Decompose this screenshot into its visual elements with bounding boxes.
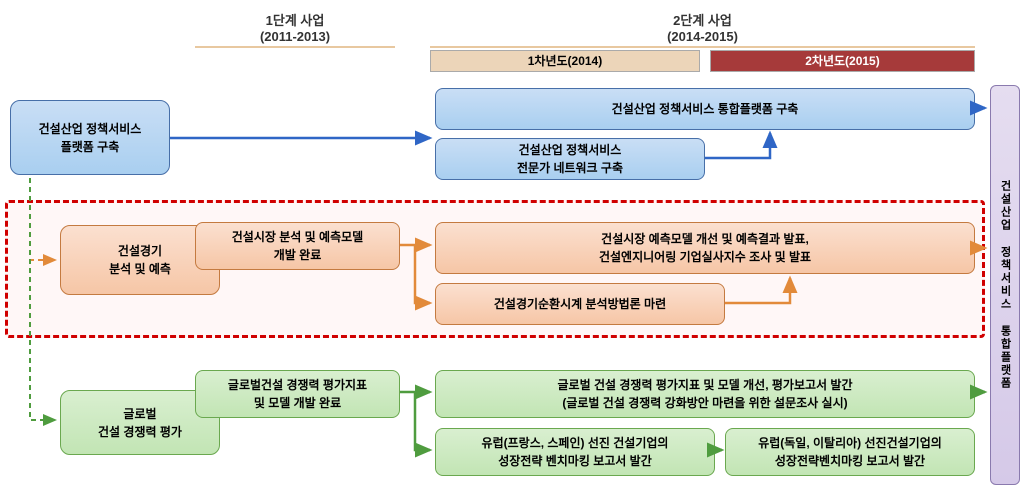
phase2-header-text: 2단계 사업(2014-2015): [667, 13, 738, 44]
c3-text: 건설시장 예측모델 개선 및 예측결과 발표,건설엔지니어링 기업실사지수 조사…: [599, 230, 811, 266]
c6-text: 유럽(프랑스, 스페인) 선진 건설기업의성장전략 벤치마킹 보고서 발간: [482, 434, 669, 470]
phase1-economy-box: 건설시장 분석 및 예측모델개발 완료: [195, 222, 400, 270]
content-c2: 건설산업 정책서비스전문가 네트워크 구축: [435, 138, 705, 180]
content-c3: 건설시장 예측모델 개선 및 예측결과 발표,건설엔지니어링 기업실사지수 조사…: [435, 222, 975, 274]
left-global-text: 글로벌건설 경쟁력 평가: [98, 405, 182, 441]
content-c5: 글로벌 건설 경쟁력 평가지표 및 모델 개선, 평가보고서 발간(글로벌 건설…: [435, 370, 975, 418]
right-integrated-bar: 건설산업 정책서비스 통합플랫폼: [990, 85, 1020, 485]
year1-tab: 1차년도(2014): [430, 50, 700, 72]
content-c7: 유럽(독일, 이탈리아) 선진건설기업의성장전략벤치마킹 보고서 발간: [725, 428, 975, 476]
c2-text: 건설산업 정책서비스전문가 네트워크 구축: [517, 141, 623, 177]
content-c6: 유럽(프랑스, 스페인) 선진 건설기업의성장전략 벤치마킹 보고서 발간: [435, 428, 715, 476]
phase2-header: 2단계 사업(2014-2015): [430, 10, 975, 48]
phase1-global-text: 글로벌건설 경쟁력 평가지표및 모델 개발 완료: [228, 376, 367, 412]
phase1-global-box: 글로벌건설 경쟁력 평가지표및 모델 개발 완료: [195, 370, 400, 418]
left-economy-text: 건설경기분석 및 예측: [109, 242, 171, 278]
year2-tab: 2차년도(2015): [710, 50, 975, 72]
content-c4: 건설경기순환시계 분석방법론 마련: [435, 283, 725, 325]
c7-text: 유럽(독일, 이탈리아) 선진건설기업의성장전략벤치마킹 보고서 발간: [758, 434, 942, 470]
c5-text: 글로벌 건설 경쟁력 평가지표 및 모델 개선, 평가보고서 발간(글로벌 건설…: [558, 376, 853, 412]
left-policy-box: 건설산업 정책서비스플랫폼 구축: [10, 100, 170, 175]
left-policy-text: 건설산업 정책서비스플랫폼 구축: [39, 120, 142, 156]
phase1-economy-text: 건설시장 분석 및 예측모델개발 완료: [232, 228, 363, 264]
c4-text: 건설경기순환시계 분석방법론 마련: [494, 295, 666, 313]
c1-text: 건설산업 정책서비스 통합플랫폼 구축: [612, 100, 799, 118]
phase1-header: 1단계 사업(2011-2013): [195, 10, 395, 48]
phase1-header-text: 1단계 사업(2011-2013): [260, 13, 330, 44]
content-c1: 건설산업 정책서비스 통합플랫폼 구축: [435, 88, 975, 130]
